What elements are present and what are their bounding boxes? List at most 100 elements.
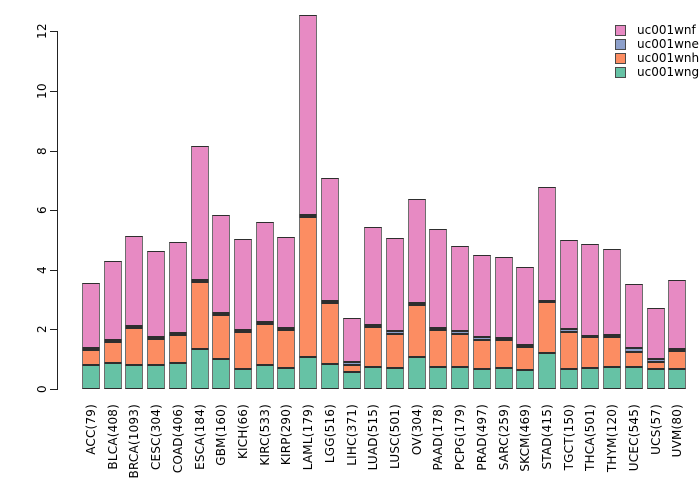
legend-label: uc001wnf	[637, 23, 696, 37]
legend-entry: uc001wnh	[615, 52, 699, 65]
y-axis-tick-label: 0	[35, 385, 49, 393]
bar-segment-uc001wng	[451, 366, 470, 389]
bar-segment-uc001wnh	[364, 327, 383, 367]
bar-segment-uc001wng	[255, 365, 274, 389]
y-axis-line	[57, 31, 58, 390]
bar-segment-uc001wnf	[342, 318, 361, 363]
bar-segment-uc001wnh	[277, 329, 296, 368]
bar-segment-uc001wnf	[320, 178, 339, 301]
bar-segment-uc001wng	[603, 367, 622, 389]
bar-segment-uc001wng	[516, 369, 535, 389]
bar-segment-uc001wnf	[581, 244, 600, 336]
legend-label: uc001wne	[637, 37, 699, 51]
bar-segment-uc001wnh	[103, 342, 122, 363]
bar-segment-uc001wng	[386, 368, 404, 389]
bar-segment-uc001wnf	[125, 236, 144, 326]
bar-segment-uc001wng	[190, 348, 209, 389]
y-axis-tick	[50, 389, 57, 390]
bar-segment-uc001wng	[299, 357, 318, 389]
bar-segment-uc001wnh	[255, 323, 274, 366]
bar-segment-uc001wnh	[472, 339, 491, 369]
bar-segment-uc001wnf	[212, 214, 231, 313]
bar-segment-uc001wng	[234, 368, 252, 389]
y-axis-tick-label: 12	[35, 23, 49, 40]
bar-segment-uc001wne	[624, 348, 643, 352]
bar-segment-uc001wnh	[320, 302, 339, 364]
bar-segment-uc001wnh	[212, 314, 231, 360]
bar-segment-uc001wnh	[494, 339, 513, 369]
bar-segment-uc001wnh	[538, 302, 556, 353]
bar-segment-uc001wnh	[234, 332, 252, 369]
bar-segment-uc001wnh	[299, 216, 318, 358]
bar-segment-uc001wne	[277, 327, 296, 330]
bar-segment-uc001wng	[320, 363, 339, 389]
bar-segment-uc001wnh	[668, 351, 687, 370]
bar-segment-uc001wnf	[386, 237, 404, 332]
y-axis-tick-label: 10	[35, 83, 49, 99]
bar-segment-uc001wnh	[624, 351, 643, 368]
y-axis-tick	[50, 329, 57, 331]
bar-segment-uc001wnf	[255, 222, 274, 322]
legend-entry: uc001wng	[615, 66, 699, 79]
bar-segment-uc001wne	[668, 349, 687, 352]
y-axis-tick-label: 6	[35, 206, 49, 215]
bar-segment-uc001wnh	[451, 333, 470, 367]
bar-segment-uc001wne	[429, 327, 448, 330]
bar-segment-uc001wne	[320, 300, 339, 303]
bar-segment-uc001wne	[299, 214, 318, 217]
bar-segment-uc001wne	[103, 339, 122, 343]
legend-label: uc001wnh	[637, 51, 700, 65]
bar-segment-uc001wnh	[125, 327, 144, 366]
y-axis-tick	[50, 269, 57, 271]
bar-segment-uc001wnh	[559, 332, 578, 370]
y-axis-tick	[50, 31, 57, 33]
legend-swatch-icon	[615, 25, 626, 36]
bar-segment-uc001wng	[407, 357, 426, 389]
x-axis-label: UVM(80)	[670, 404, 685, 458]
bar-segment-uc001wne	[82, 348, 100, 351]
bar-segment-uc001wnf	[147, 251, 166, 338]
y-axis-tick-label: 2	[35, 325, 49, 334]
legend-swatch-icon	[615, 39, 626, 50]
legend-swatch-icon	[615, 53, 626, 64]
bar-segment-uc001wne	[168, 332, 187, 336]
bar-segment-uc001wnf	[299, 15, 318, 215]
bar-segment-uc001wnf	[472, 254, 491, 338]
bar-segment-uc001wnh	[603, 336, 622, 368]
bar-segment-uc001wnf	[559, 239, 578, 330]
bar-segment-uc001wnf	[646, 307, 665, 359]
bar-segment-uc001wng	[212, 359, 231, 389]
bar-segment-uc001wnf	[603, 248, 622, 335]
bar-segment-uc001wne	[472, 337, 491, 340]
bar-segment-uc001wng	[624, 367, 643, 389]
bar-segment-uc001wne	[646, 358, 665, 363]
bar-segment-uc001wnh	[386, 333, 404, 369]
bar-segment-uc001wne	[125, 325, 144, 328]
y-axis-tick	[50, 91, 57, 92]
legend-swatch-icon	[615, 67, 626, 78]
y-axis-tick	[50, 150, 57, 152]
bar-segment-uc001wne	[342, 362, 361, 366]
legend-entry: uc001wne	[615, 38, 699, 51]
bar-segment-uc001wng	[472, 368, 491, 389]
bar-segment-uc001wnf	[190, 145, 209, 280]
bar-segment-uc001wnf	[668, 279, 687, 350]
bar-segment-uc001wnh	[82, 350, 100, 366]
bar-segment-uc001wnf	[429, 228, 448, 328]
legend-entry: uc001wnf	[615, 24, 696, 37]
bar-segment-uc001wne	[386, 331, 404, 334]
bar-segment-uc001wnf	[277, 237, 296, 328]
bar-segment-uc001wne	[234, 330, 252, 333]
legend-label: uc001wng	[637, 65, 700, 79]
bar-segment-uc001wng	[559, 369, 578, 389]
bar-segment-uc001wnf	[364, 226, 383, 325]
y-axis-tick	[50, 210, 57, 212]
bar-segment-uc001wne	[364, 324, 383, 327]
bar-segment-uc001wng	[364, 366, 383, 389]
bar-segment-uc001wng	[494, 368, 513, 389]
bar-segment-uc001wnh	[429, 329, 448, 367]
bar-segment-uc001wnf	[234, 238, 252, 331]
y-axis-tick-label: 4	[35, 265, 49, 274]
bar-segment-uc001wng	[147, 365, 166, 389]
